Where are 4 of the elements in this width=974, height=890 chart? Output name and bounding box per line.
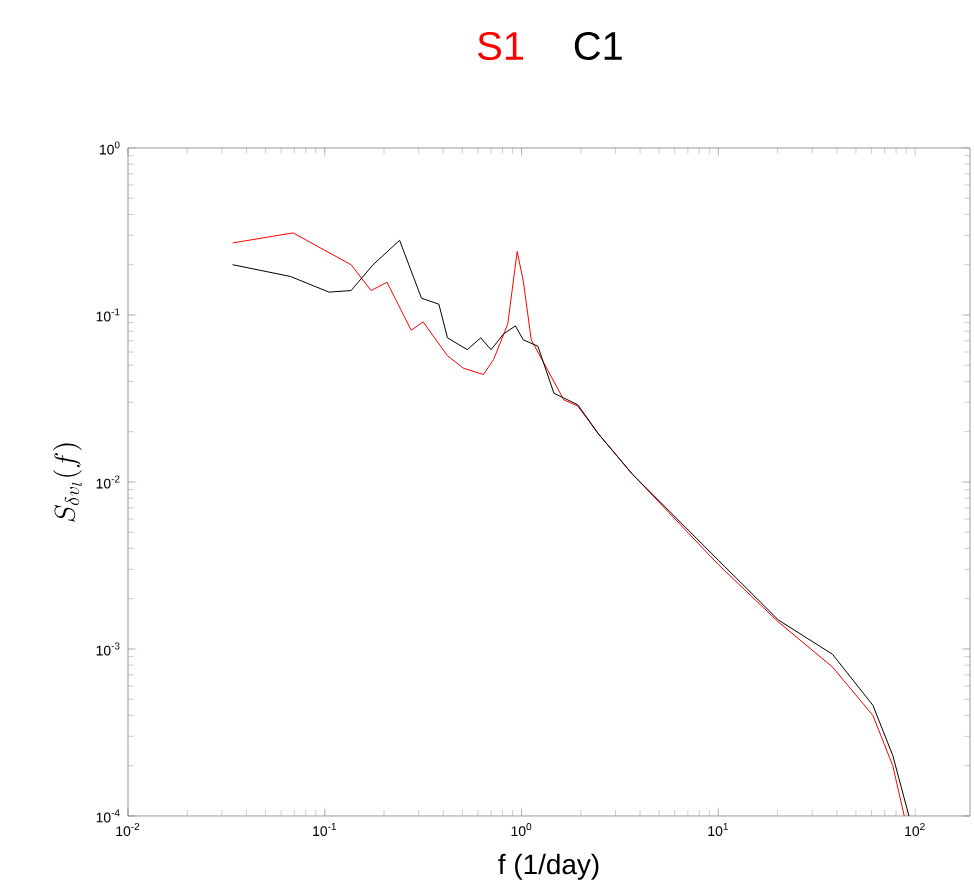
text: S1 (478, 31, 524, 61)
x-axis-title: f (1/day) (498, 853, 599, 880)
y-axis-title: $S_{\delta v_l}(f)$ (53, 443, 83, 522)
text: C1 (574, 31, 622, 61)
